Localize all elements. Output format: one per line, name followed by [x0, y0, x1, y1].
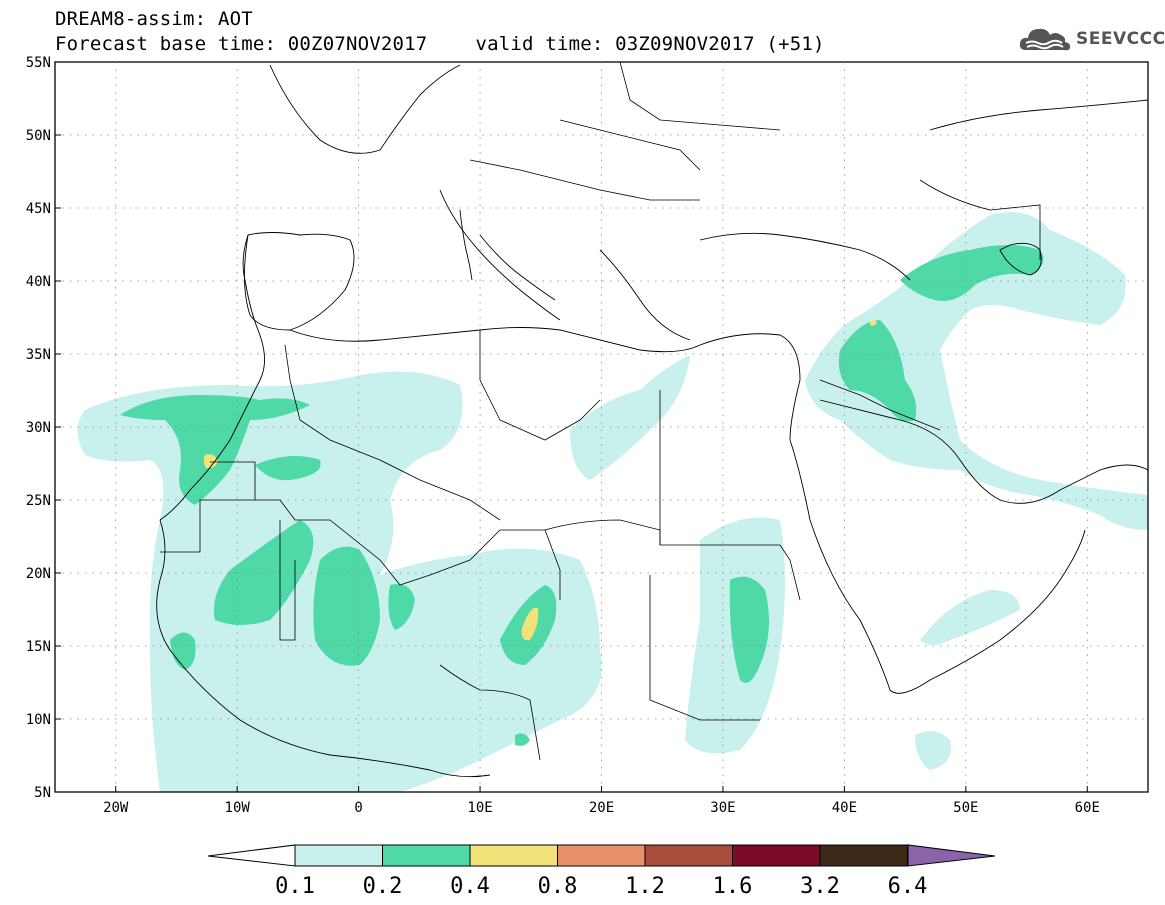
colorbar-high-extend	[907, 844, 996, 867]
lon-label: 40E	[832, 800, 857, 816]
colorbar-label: 0.2	[363, 874, 403, 899]
colorbar-box	[294, 844, 383, 867]
colorbar-label: 0.1	[275, 874, 315, 899]
colorbar-box	[732, 844, 821, 867]
base-time: Forecast base time: 00Z07NOV2017	[55, 33, 428, 55]
lon-label: 10W	[225, 800, 251, 816]
lat-label: 20N	[26, 566, 51, 582]
lat-label: 35N	[26, 347, 51, 363]
colorbar-box	[557, 844, 646, 867]
lat-label: 5N	[34, 785, 51, 801]
aot-level-0.4	[203, 320, 877, 641]
logo-text: SEEVCCC	[1076, 29, 1165, 49]
cloud-icon	[1019, 28, 1071, 51]
coastlines	[156, 64, 1148, 778]
lon-label: 20W	[103, 800, 129, 816]
colorbar-box	[819, 844, 908, 867]
lon-label: 30E	[710, 800, 735, 816]
aot-level-0.1	[77, 212, 1148, 792]
map-title: DREAM8-assim: AOT	[55, 8, 253, 30]
latitude-labels: 55N 50N 45N 40N 35N 30N 25N 20N 15N 10N 5N	[26, 55, 51, 801]
colorbar-boxes	[294, 844, 908, 867]
lat-label: 15N	[26, 639, 51, 655]
seevccc-logo: SEEVCCC	[1018, 24, 1165, 54]
colorbar-label: 0.4	[450, 874, 490, 899]
graticule	[55, 61, 1148, 793]
lat-label: 25N	[26, 493, 51, 509]
colorbar-box	[382, 844, 471, 867]
colorbar-label: 6.4	[888, 874, 928, 899]
longitude-labels: 20W 10W 0 10E 20E 30E 40E 50E 60E	[103, 800, 1100, 816]
colorbar-label: 1.6	[713, 874, 753, 899]
lat-label: 45N	[26, 201, 51, 217]
lat-label: 50N	[26, 128, 51, 144]
colorbar-label: 3.2	[800, 874, 840, 899]
aot-field	[77, 212, 1148, 792]
colorbar: 0.1 0.2 0.4 0.8 1.2 1.6 3.2 6.4	[207, 844, 996, 899]
lon-label: 60E	[1075, 800, 1100, 816]
country-borders	[160, 62, 1041, 761]
lon-label: 0	[354, 800, 362, 816]
lat-label: 10N	[26, 712, 51, 728]
valid-time: valid time: 03Z09NOV2017 (+51)	[475, 33, 825, 55]
colorbar-labels: 0.1 0.2 0.4 0.8 1.2 1.6 3.2 6.4	[275, 874, 927, 899]
lon-label: 10E	[467, 800, 492, 816]
forecast-times: Forecast base time: 00Z07NOV2017 valid ti…	[55, 33, 825, 55]
lat-label: 40N	[26, 274, 51, 290]
lon-label: 20E	[589, 800, 614, 816]
lat-label: 30N	[26, 420, 51, 436]
lon-label: 50E	[953, 800, 978, 816]
colorbar-low-extend	[207, 844, 296, 867]
colorbar-label: 0.8	[538, 874, 578, 899]
colorbar-box	[469, 844, 558, 867]
lat-label: 55N	[26, 55, 51, 71]
colorbar-label: 1.2	[625, 874, 665, 899]
colorbar-box	[644, 844, 733, 867]
